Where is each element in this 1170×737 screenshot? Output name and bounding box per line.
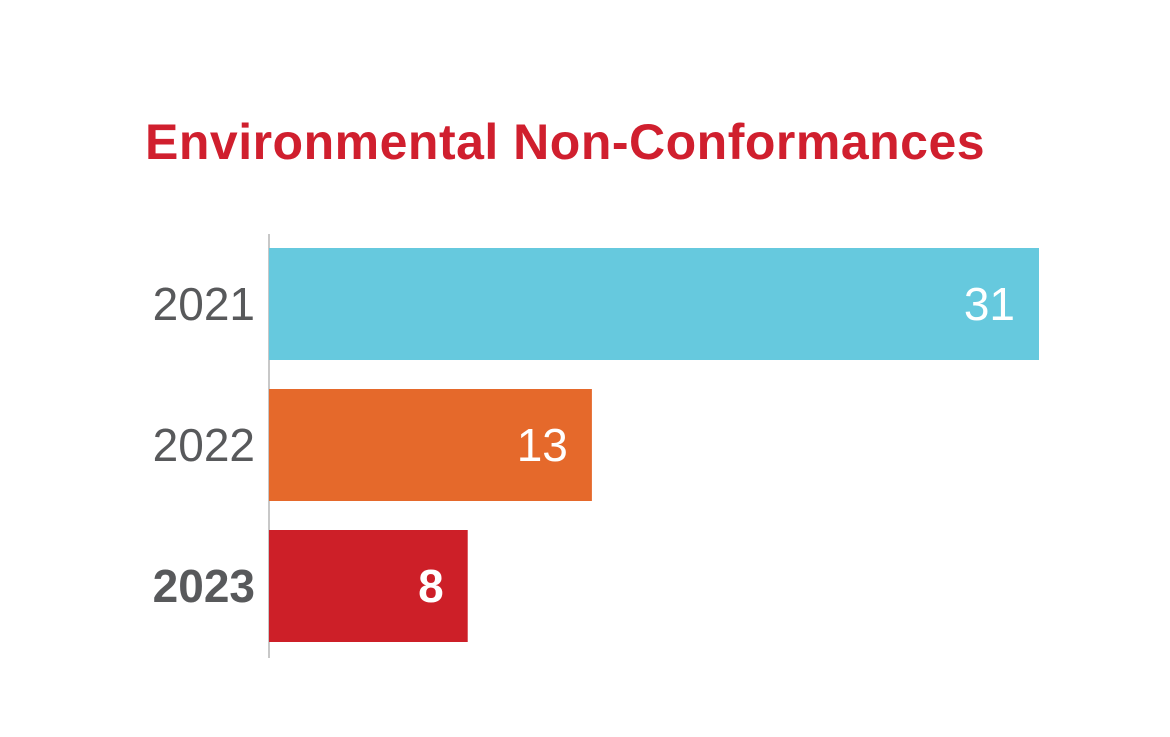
value-label-2022: 13 — [517, 419, 568, 471]
category-label-2023: 2023 — [153, 560, 255, 612]
bar-2022 — [269, 389, 592, 501]
value-label-2021: 31 — [964, 278, 1015, 330]
bar-2023 — [269, 530, 468, 642]
value-label-2023: 8 — [418, 560, 444, 612]
bars-group: 2021 31 2022 13 2023 8 — [153, 248, 1039, 642]
chart-title: Environmental Non-Conformances — [145, 114, 986, 170]
bar-2021 — [269, 248, 1039, 360]
category-label-2022: 2022 — [153, 419, 255, 471]
category-label-2021: 2021 — [153, 278, 255, 330]
